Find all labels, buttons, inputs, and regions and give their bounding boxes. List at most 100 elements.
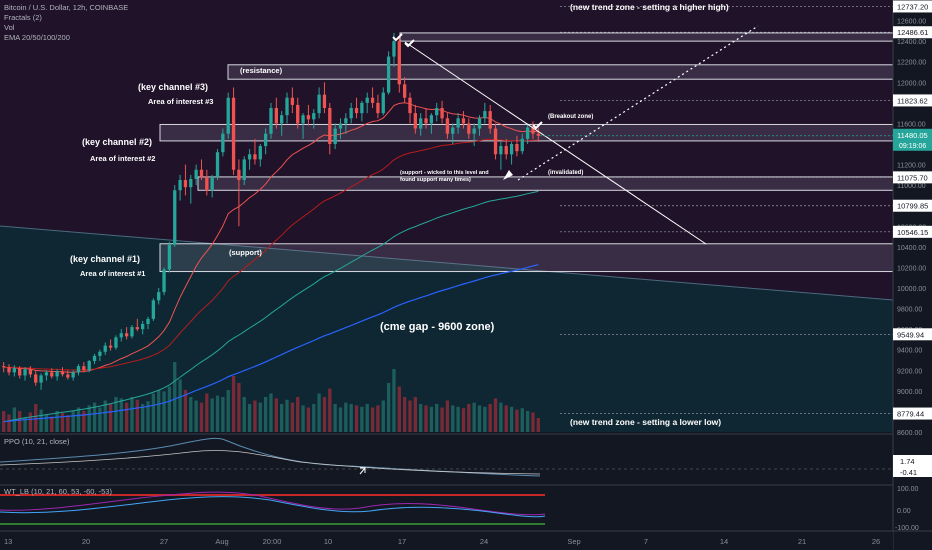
volume-bar-51 xyxy=(274,398,278,432)
price-marker-label-5: 10546.15 xyxy=(897,228,928,237)
volume-bar-57 xyxy=(306,407,311,432)
legend-ema[interactable]: EMA 20/50/100/200 xyxy=(4,33,70,42)
volume-bar-22 xyxy=(119,398,123,432)
volume-bar-92 xyxy=(493,398,498,432)
candle-body-94 xyxy=(504,146,508,155)
channel-3-box xyxy=(227,64,894,80)
legend-volume[interactable]: Vol xyxy=(4,23,15,32)
price-marker-badge-0 xyxy=(893,0,932,13)
x-tick-label-12: 26 xyxy=(872,537,880,546)
annotation-key-channel-2: (key channel #2) xyxy=(82,137,152,147)
candle-body-19 xyxy=(103,345,107,352)
volume-bar-48 xyxy=(258,402,262,432)
volume-bar-23 xyxy=(124,402,129,432)
annotation-support-note-1: (support - wicked to this level and xyxy=(400,170,489,176)
volume-bar-9 xyxy=(50,416,54,432)
volume-bar-14 xyxy=(76,407,81,432)
candle-body-41 xyxy=(221,133,225,153)
candle-body-48 xyxy=(258,146,262,160)
candle-body-3 xyxy=(18,368,22,376)
annotation-support: (support) xyxy=(229,248,262,257)
candle-body-85 xyxy=(456,118,460,128)
ppo-legend[interactable]: PPO (10, 21, close) xyxy=(4,437,70,446)
candle-body-7 xyxy=(39,375,43,383)
candle-body-72 xyxy=(386,56,391,93)
annotation-invalidated: (invalidated) xyxy=(548,170,583,176)
volume-bar-18 xyxy=(98,407,102,432)
ppo-signal-line xyxy=(0,450,541,475)
wt-line-1 xyxy=(0,491,546,516)
volume-bar-42 xyxy=(226,390,230,432)
volume-bar-76 xyxy=(408,400,412,432)
volume-bar-94 xyxy=(504,405,508,432)
candle-body-90 xyxy=(483,111,487,119)
candle-body-54 xyxy=(290,97,295,105)
candle-body-43 xyxy=(231,97,236,170)
ppo-value-2: -0.41 xyxy=(900,468,917,477)
y-tick-label-13: 9800.00 xyxy=(897,307,922,314)
checkmark-icon-0 xyxy=(392,33,403,42)
candle-body-53 xyxy=(285,97,289,116)
y-tick-label-19: 8600.00 xyxy=(897,430,922,437)
x-tick-label-9: 7 xyxy=(644,537,648,546)
volume-bar-96 xyxy=(515,409,519,432)
volume-bar-50 xyxy=(269,393,273,432)
volume-bar-26 xyxy=(141,404,145,432)
volume-bar-1 xyxy=(7,414,11,432)
y-tick-label-1: 12400.00 xyxy=(897,39,926,46)
candle-body-12 xyxy=(66,374,70,378)
candle-body-25 xyxy=(135,327,139,330)
volume-bar-49 xyxy=(263,397,268,432)
y-tick-label-7: 11000.00 xyxy=(897,183,926,190)
price-marker-badge-5 xyxy=(893,225,932,238)
ppo-pane-bg xyxy=(0,434,893,484)
x-tick-label-5: 10 xyxy=(324,537,332,546)
volume-bar-62 xyxy=(333,404,337,432)
volume-bar-59 xyxy=(317,393,321,432)
candle-body-38 xyxy=(205,176,209,191)
wt-tick-3: -100.00 xyxy=(895,525,919,532)
volume-bar-43 xyxy=(231,376,236,432)
candle-body-21 xyxy=(114,337,118,348)
volume-bar-65 xyxy=(349,404,353,432)
candle-body-1 xyxy=(7,367,11,373)
y-tick-label-17: 9000.00 xyxy=(897,389,922,396)
annotation-area-2: Area of interest #2 xyxy=(90,154,155,163)
candle-body-55 xyxy=(296,104,300,124)
wt-legend[interactable]: WT_LB (10, 21, 60, 53, -60, -53) xyxy=(4,487,112,496)
volume-bar-5 xyxy=(28,412,33,432)
ema-50-line xyxy=(3,138,539,371)
price-marker-badge-2 xyxy=(893,94,932,107)
volume-bar-21 xyxy=(114,397,118,432)
annotation-trend-high: (new trend zone - setting a higher high) xyxy=(570,2,729,12)
candle-body-24 xyxy=(130,327,134,337)
candle-body-8 xyxy=(44,372,49,376)
last-price-badge xyxy=(893,128,932,151)
symbol-title[interactable]: Bitcoin / U.S. Dollar, 12h, COINBASE xyxy=(4,3,129,12)
legend-fractals[interactable]: Fractals (2) xyxy=(4,13,42,22)
candle-body-2 xyxy=(12,368,17,373)
candle-body-35 xyxy=(189,178,193,188)
ema-100-line xyxy=(3,190,539,423)
descending-trendline xyxy=(404,41,707,245)
candle-body-50 xyxy=(269,108,273,134)
candle-body-59 xyxy=(317,94,321,114)
wt-line-2 xyxy=(0,496,546,518)
candle-body-100 xyxy=(536,133,540,136)
volume-bar-64 xyxy=(344,402,348,432)
candle-body-71 xyxy=(381,92,385,114)
y-tick-label-2: 12200.00 xyxy=(897,60,926,67)
main-legend: Bitcoin / U.S. Dollar, 12h, COINBASE Fra… xyxy=(4,3,128,43)
candle-body-66 xyxy=(354,108,359,114)
x-tick-label-7: 24 xyxy=(480,537,488,546)
price-marker-label-6: 9549.94 xyxy=(897,330,924,339)
volume-bar-36 xyxy=(194,400,198,432)
price-marker-badge-7 xyxy=(893,407,932,420)
volume-bar-6 xyxy=(34,404,38,432)
volume-bar-52 xyxy=(280,404,284,432)
candle-body-33 xyxy=(178,180,182,191)
support-box xyxy=(197,176,894,191)
volume-bar-31 xyxy=(167,386,172,432)
candle-body-5 xyxy=(28,369,33,375)
